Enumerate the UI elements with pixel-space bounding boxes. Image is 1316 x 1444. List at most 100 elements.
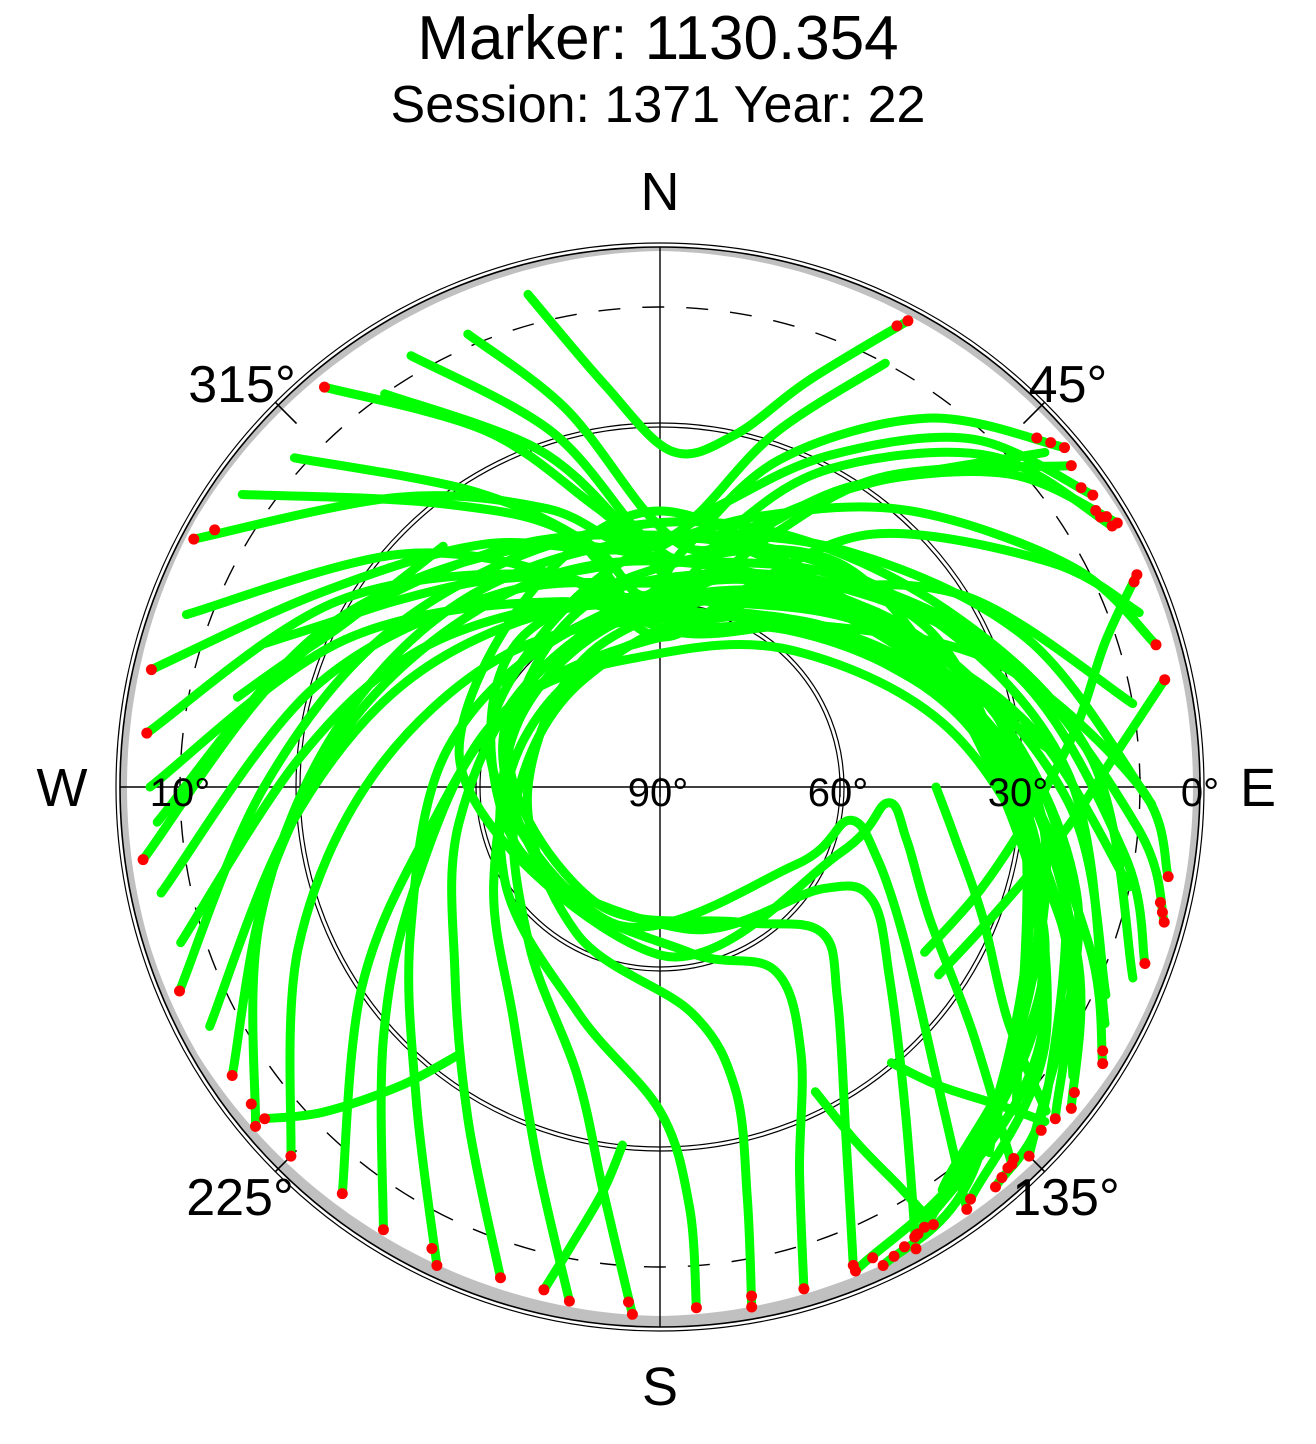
low-elevation-point	[174, 985, 185, 997]
low-elevation-point	[1159, 674, 1171, 686]
low-elevation-point	[426, 1243, 438, 1254]
low-elevation-point	[798, 1283, 810, 1295]
elevation-tick-label: 10°	[150, 771, 211, 815]
east-label: E	[1240, 758, 1276, 818]
low-elevation-point	[1065, 460, 1077, 472]
satellite-track	[523, 289, 913, 459]
low-elevation-point	[1128, 576, 1140, 588]
outer-rim	[115, 242, 1205, 1332]
low-elevation-point	[1097, 1045, 1109, 1057]
satellite-track	[886, 1058, 1050, 1127]
low-elevation-point	[377, 1224, 389, 1236]
elevation-tick-label: 60°	[808, 771, 869, 815]
low-elevation-point	[888, 1250, 900, 1262]
satellite-track	[152, 539, 1169, 927]
low-elevation-point	[1075, 482, 1087, 494]
satellite-track	[934, 675, 1170, 980]
low-elevation-point	[1068, 1087, 1080, 1098]
low-elevation-point	[927, 1219, 939, 1231]
azimuth-tick-label: 225°	[186, 1169, 294, 1227]
low-elevation-point	[209, 524, 221, 536]
low-elevation-point	[990, 1181, 1001, 1193]
azimuth-tick-315	[274, 401, 298, 425]
low-elevation-point	[1150, 639, 1162, 651]
low-elevation-point	[226, 1070, 238, 1081]
satellite-track	[145, 597, 1173, 882]
low-elevation-point	[1097, 1058, 1109, 1070]
low-elevation-point	[1087, 489, 1099, 501]
low-elevation-point	[965, 1193, 976, 1205]
satellite-track	[810, 1087, 938, 1230]
west-label: W	[37, 758, 88, 818]
low-elevation-point	[996, 1172, 1008, 1183]
elevation-tick-label: 30°	[988, 771, 1049, 815]
low-elevation-point	[877, 1260, 889, 1271]
elevation-tick-label: 90°	[628, 771, 689, 815]
south-label: S	[642, 1357, 678, 1417]
azimuth-tick-45	[1022, 401, 1046, 425]
low-elevation-point	[1065, 1102, 1077, 1114]
low-elevation-point	[431, 1260, 443, 1271]
low-elevation-point	[141, 727, 153, 739]
low-elevation-point	[910, 1243, 922, 1255]
low-elevation-point	[319, 381, 330, 393]
satellite-track	[447, 585, 1071, 1283]
low-elevation-point	[910, 1229, 922, 1241]
low-elevation-point	[626, 1308, 638, 1320]
low-elevation-point	[1139, 958, 1151, 969]
low-elevation-point	[245, 1098, 257, 1110]
low-elevation-point	[867, 1252, 879, 1264]
satellite-tracks	[137, 289, 1174, 1320]
low-elevation-point	[538, 1284, 550, 1296]
low-elevation-point	[961, 1203, 973, 1215]
low-elevation-point	[1162, 871, 1174, 883]
low-elevation-point	[1006, 1158, 1018, 1170]
low-elevation-point	[188, 533, 200, 545]
low-elevation-point	[285, 1150, 297, 1162]
low-elevation-point	[250, 1120, 261, 1132]
low-elevation-point	[495, 1272, 506, 1284]
low-elevation-point	[847, 1259, 859, 1271]
low-elevation-point	[746, 1301, 758, 1313]
north-label: N	[641, 162, 680, 222]
azimuth-tick-label: 135°	[1012, 1169, 1120, 1227]
azimuth-tick-label: 315°	[188, 356, 296, 414]
satellite-track	[484, 533, 1052, 1214]
low-elevation-point	[336, 1188, 348, 1200]
low-elevation-point	[1031, 432, 1043, 444]
satellite-track	[248, 533, 1110, 1131]
satellite-track	[175, 517, 1138, 996]
low-elevation-point	[1049, 1113, 1061, 1125]
low-elevation-point	[1095, 511, 1106, 523]
low-elevation-point	[1045, 437, 1057, 449]
low-elevation-point	[1156, 906, 1168, 918]
chart-title: Marker: 1130.354	[417, 4, 899, 73]
low-elevation-point	[563, 1295, 575, 1307]
low-elevation-point	[899, 1241, 910, 1253]
low-elevation-point	[1035, 1124, 1047, 1136]
low-elevation-point	[891, 320, 903, 332]
azimuth-tick-label: 45°	[1029, 356, 1108, 414]
low-elevation-point	[1158, 916, 1170, 928]
satellite-track	[260, 562, 606, 648]
satellite-track	[539, 1140, 627, 1295]
satellite-track	[920, 570, 1142, 957]
elevation-tick-label: 0°	[1181, 771, 1219, 815]
low-elevation-point	[259, 1113, 271, 1125]
satellite-track	[260, 1050, 463, 1124]
axis-labels: N S E W 45° 135° 225° 315° 0° 30° 60° 90…	[37, 162, 1277, 1417]
low-elevation-point	[690, 1302, 702, 1314]
low-elevation-point	[746, 1290, 758, 1302]
low-elevation-point	[623, 1296, 634, 1308]
low-elevation-point	[902, 315, 914, 327]
low-elevation-point	[1023, 1150, 1035, 1162]
low-elevation-point	[1106, 520, 1118, 532]
low-elevation-point	[137, 854, 149, 866]
satellite-track	[232, 541, 448, 702]
low-elevation-point	[1059, 442, 1070, 454]
satellite-track	[486, 544, 1050, 1254]
low-elevation-point	[145, 664, 157, 676]
chart-subtitle: Session: 1371 Year: 22	[390, 76, 926, 134]
low-elevation-point	[1154, 897, 1166, 908]
